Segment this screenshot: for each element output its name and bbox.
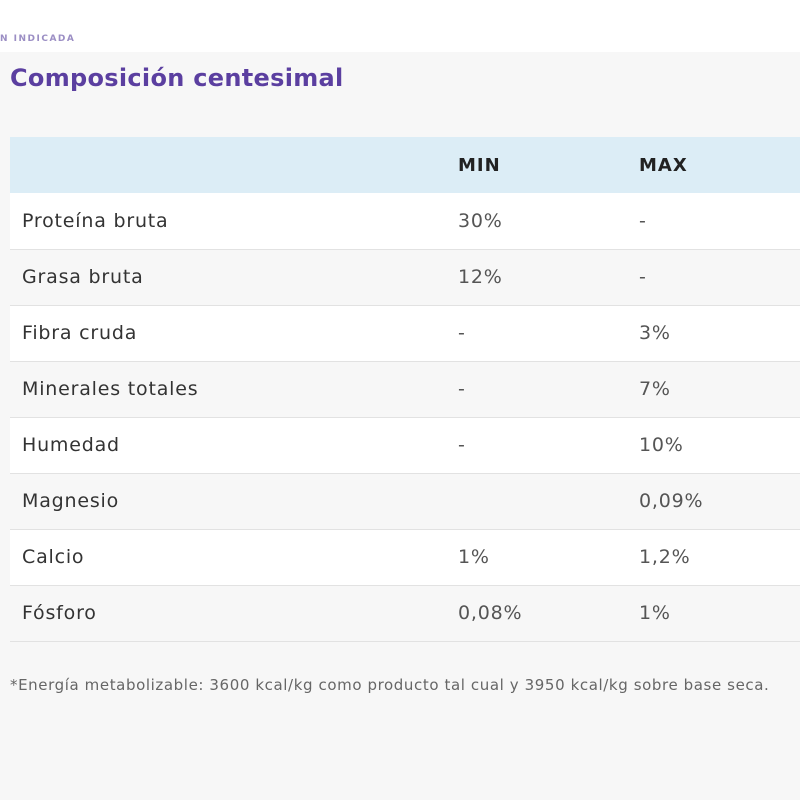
max-value: 3% [627, 305, 800, 362]
table-row: Humedad - 10% [10, 417, 800, 474]
table-row: Proteína bruta 30% - [10, 193, 800, 250]
header-nutrient [10, 137, 446, 193]
nutrient-name: Humedad [10, 417, 446, 474]
section-title: Composición centesimal [10, 64, 344, 92]
cut-off-label: N INDICADA [0, 34, 76, 41]
table-row: Fibra cruda - 3% [10, 305, 800, 362]
nutrient-name: Proteína bruta [10, 193, 446, 250]
max-value: - [627, 249, 800, 306]
min-value: - [446, 361, 627, 418]
nutrient-name: Magnesio [10, 473, 446, 530]
table-row: Minerales totales - 7% [10, 361, 800, 418]
composition-table: MIN MAX Proteína bruta 30% - Grasa bruta… [10, 137, 800, 642]
max-value: 0,09% [627, 473, 800, 530]
table-row: Calcio 1% 1,2% [10, 529, 800, 586]
table-header-row: MIN MAX [10, 137, 800, 193]
nutrient-name: Fósforo [10, 585, 446, 642]
min-value: - [446, 417, 627, 474]
min-value: - [446, 305, 627, 362]
min-value: 12% [446, 249, 627, 306]
nutrient-name: Fibra cruda [10, 305, 446, 362]
table-row: Magnesio 0,09% [10, 473, 800, 530]
table-row: Grasa bruta 12% - [10, 249, 800, 306]
nutrient-name: Calcio [10, 529, 446, 586]
max-value: 7% [627, 361, 800, 418]
header-max: MAX [639, 154, 688, 176]
top-strip: N INDICADA [0, 0, 800, 52]
min-value: 0,08% [446, 585, 627, 642]
max-value: 1,2% [627, 529, 800, 586]
nutrient-name: Grasa bruta [10, 249, 446, 306]
min-value: 30% [446, 193, 627, 250]
table-row: Fósforo 0,08% 1% [10, 585, 800, 642]
energy-footnote: *Energía metabolizable: 3600 kcal/kg com… [10, 676, 770, 694]
min-value: 1% [446, 529, 627, 586]
nutrient-name: Minerales totales [10, 361, 446, 418]
min-value [446, 473, 627, 530]
max-value: 1% [627, 585, 800, 642]
max-value: 10% [627, 417, 800, 474]
header-min: MIN [458, 154, 501, 176]
max-value: - [627, 193, 800, 250]
